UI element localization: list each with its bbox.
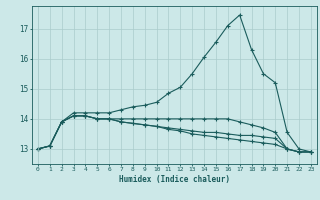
- X-axis label: Humidex (Indice chaleur): Humidex (Indice chaleur): [119, 175, 230, 184]
